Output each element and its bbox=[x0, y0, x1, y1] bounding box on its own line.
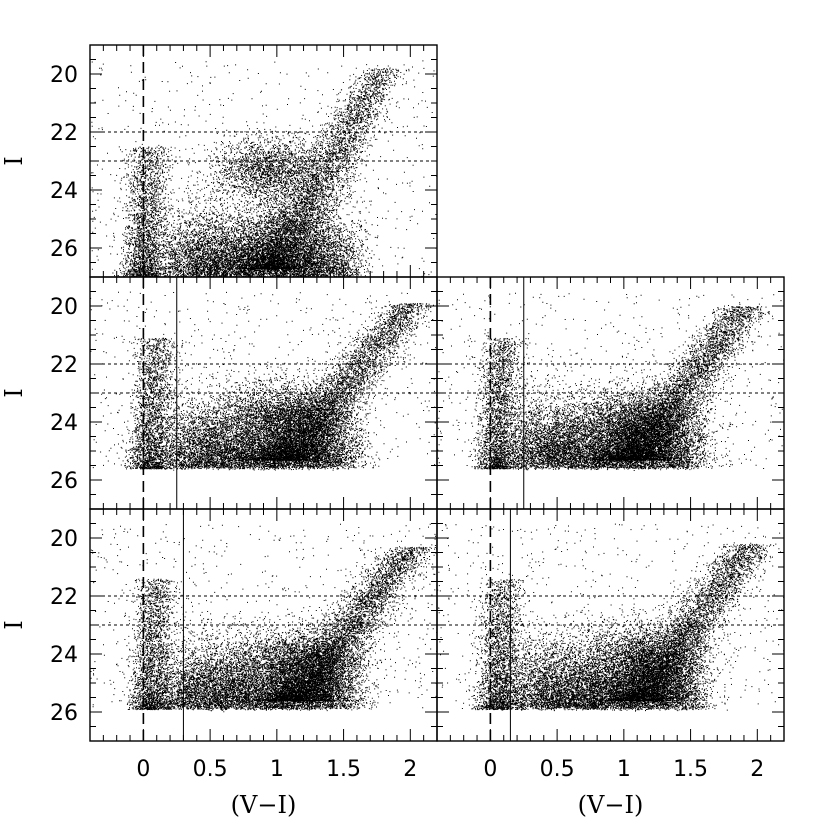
panel-bottom-right: 0 0.5 1 1.5 2 (V−I) bbox=[437, 509, 785, 819]
y-axis-title: I bbox=[0, 156, 28, 165]
y-tick-label: 20 bbox=[50, 527, 78, 552]
panel-middle-left: 20 22 24 26 I bbox=[0, 277, 438, 509]
panel-bottom-left: 20 22 24 26 0 0.5 1 1.5 2 I (V−I) bbox=[0, 509, 437, 819]
y-tick-label: 24 bbox=[50, 643, 78, 668]
x-tick-label: 0.5 bbox=[193, 757, 228, 782]
y-tick-label: 26 bbox=[50, 701, 78, 726]
x-axis-title: (V−I) bbox=[231, 791, 297, 819]
y-tick-label: 20 bbox=[50, 295, 78, 320]
x-tick-label: 2 bbox=[750, 757, 764, 782]
y-tick-label: 22 bbox=[50, 353, 78, 378]
x-tick-label: 1.5 bbox=[326, 757, 361, 782]
x-tick-label: 0 bbox=[136, 757, 150, 782]
star-points bbox=[437, 293, 784, 471]
x-tick-label: 1.5 bbox=[673, 757, 708, 782]
star-points bbox=[91, 524, 438, 713]
x-tick-label: 0.5 bbox=[540, 757, 575, 782]
star-points bbox=[90, 292, 438, 471]
y-tick-label: 20 bbox=[50, 63, 78, 88]
y-tick-label: 24 bbox=[50, 179, 78, 204]
y-tick-label: 26 bbox=[50, 237, 78, 262]
y-tick-label: 24 bbox=[50, 411, 78, 436]
y-tick-label: 26 bbox=[50, 469, 78, 494]
x-axis-title: (V−I) bbox=[578, 791, 644, 819]
y-axis-title: I bbox=[0, 620, 28, 629]
point-cloud bbox=[437, 293, 784, 471]
point-cloud bbox=[90, 292, 438, 471]
x-tick-label: 1 bbox=[270, 757, 284, 782]
y-axis-title: I bbox=[0, 388, 28, 397]
panel-middle-right bbox=[437, 277, 784, 509]
panel-top-left: 20 22 24 26 I bbox=[0, 45, 438, 280]
y-tick-label: 22 bbox=[50, 585, 78, 610]
star-points bbox=[437, 524, 785, 712]
point-cloud bbox=[91, 524, 438, 713]
point-cloud bbox=[437, 524, 785, 712]
x-tick-label: 1 bbox=[617, 757, 631, 782]
y-tick-label: 22 bbox=[50, 121, 78, 146]
x-tick-label: 0 bbox=[483, 757, 497, 782]
x-tick-label: 2 bbox=[403, 757, 417, 782]
